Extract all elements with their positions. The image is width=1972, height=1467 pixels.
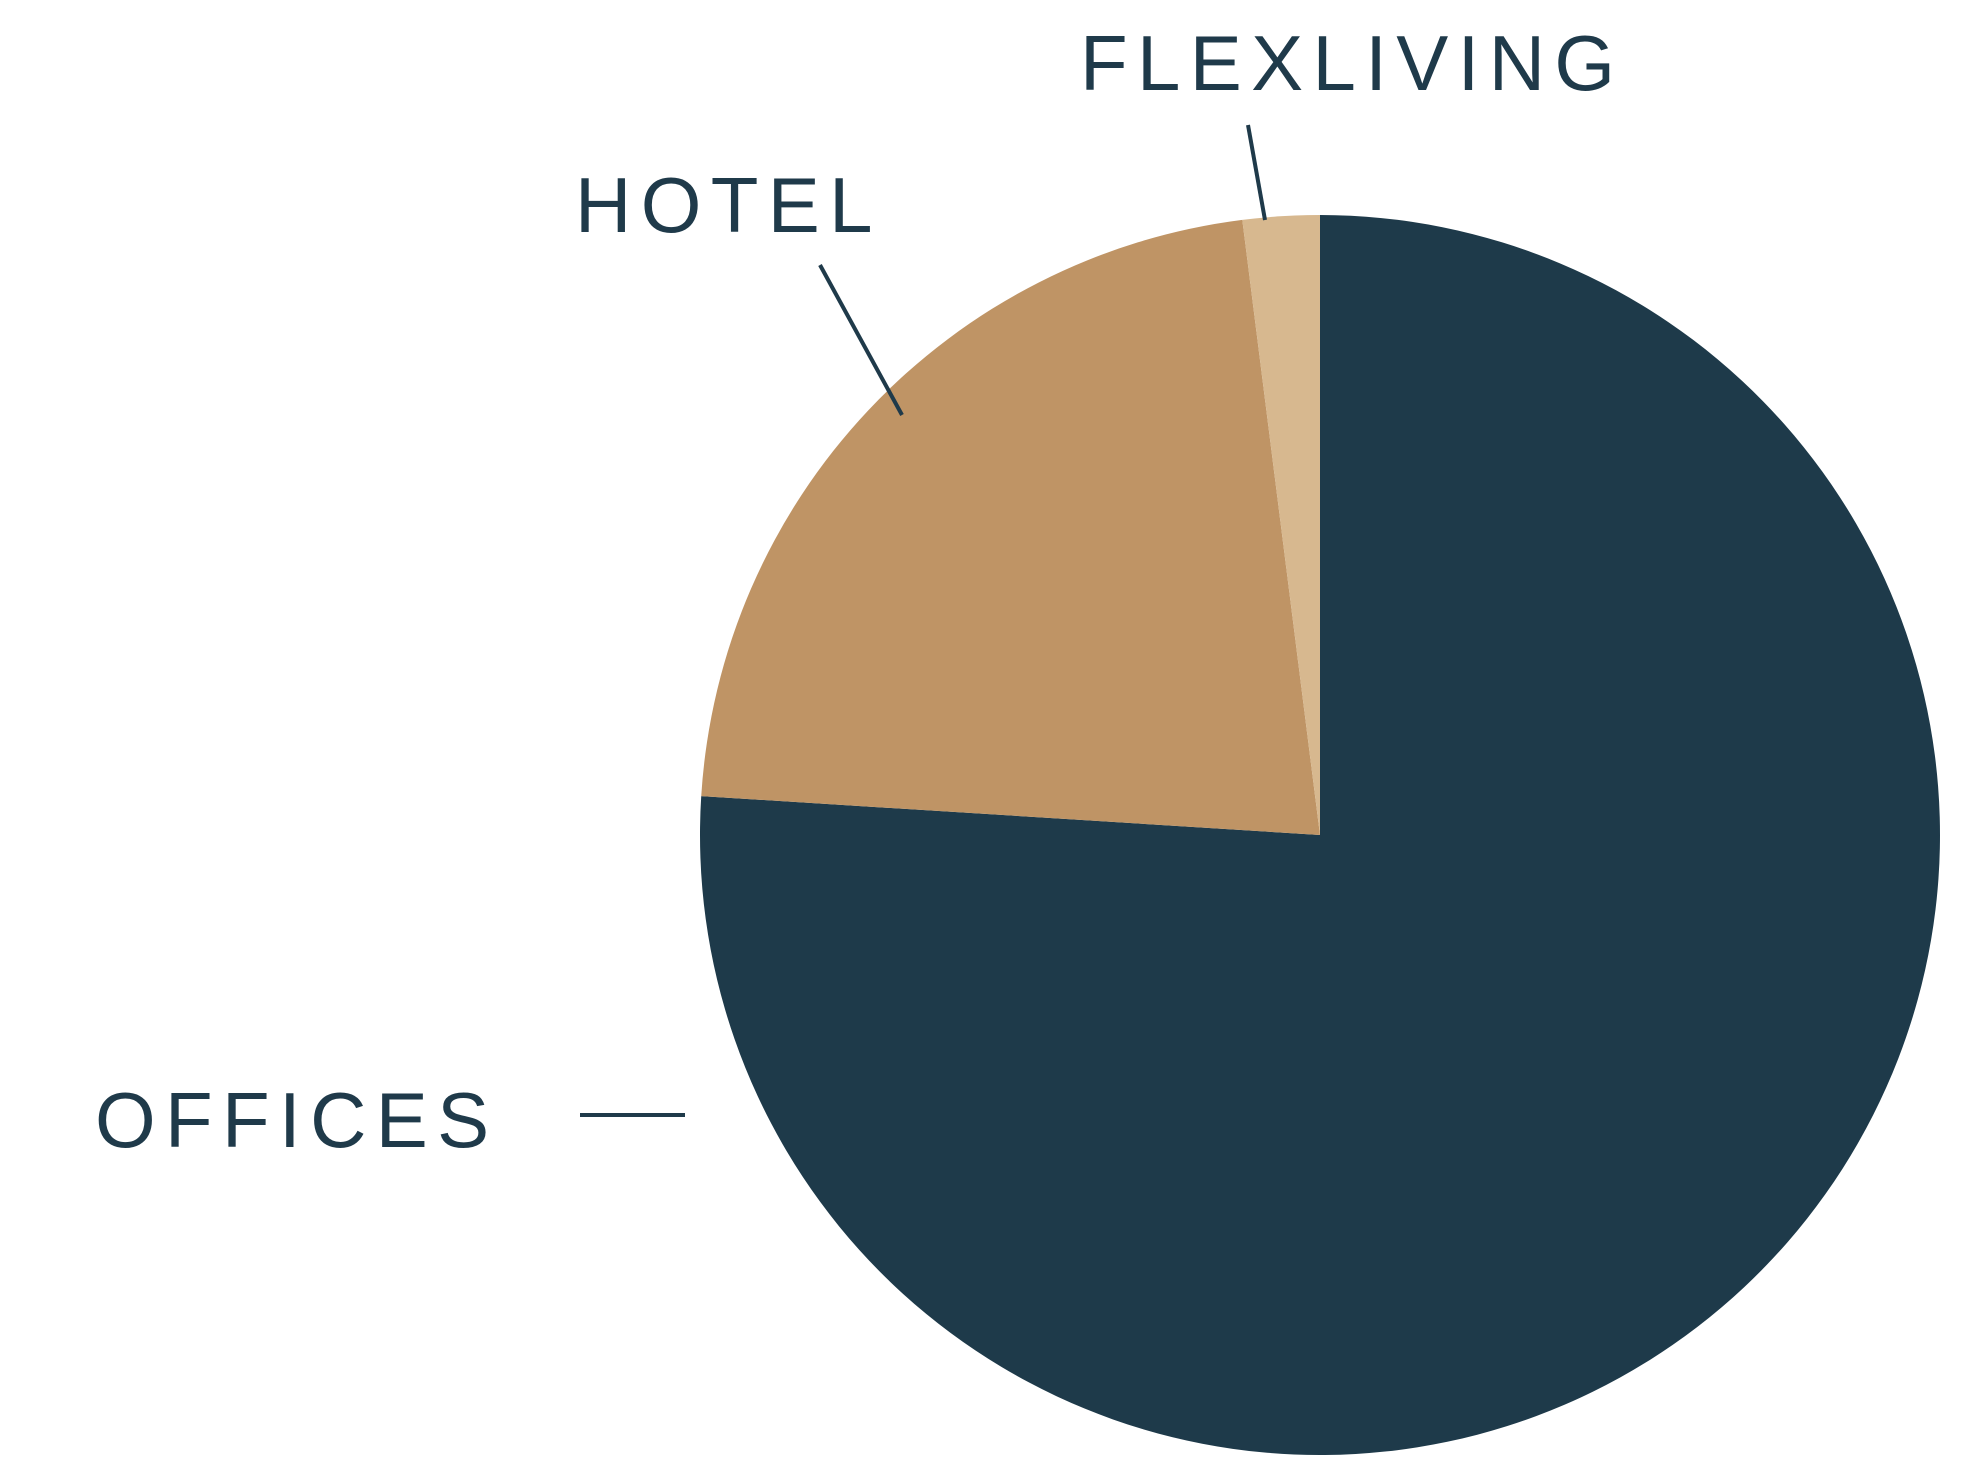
leader-line [1248, 125, 1265, 220]
pie-slice [701, 220, 1320, 835]
slice-label: FLEXLIVING [1080, 18, 1624, 109]
pie-svg [0, 0, 1972, 1467]
pie-chart: OFFICES HOTEL FLEXLIVING [0, 0, 1972, 1467]
leader-line [820, 265, 902, 415]
slice-label: HOTEL [575, 160, 882, 251]
slice-label: OFFICES [95, 1075, 499, 1166]
